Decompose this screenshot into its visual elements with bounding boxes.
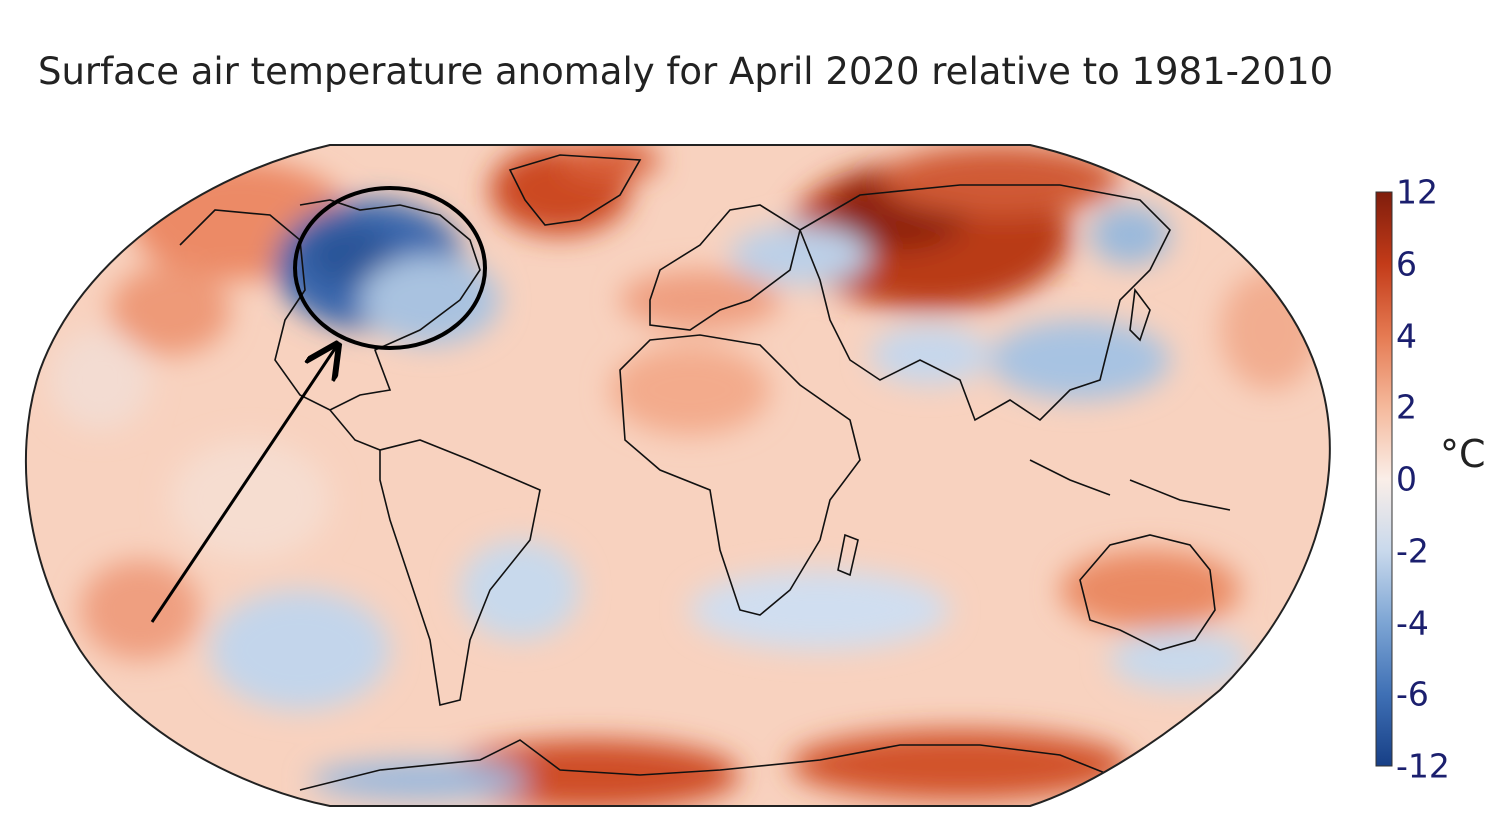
- globe-outline: [24, 144, 1331, 807]
- colorbar-tick-label: -6: [1396, 674, 1429, 714]
- coastlines: [179, 154, 1231, 791]
- colorbar-tick-label: 4: [1396, 316, 1417, 356]
- colorbar-tick-label: 12: [1396, 172, 1438, 212]
- colorbar-tick-label: -2: [1396, 531, 1429, 571]
- highlight-ellipse: [293, 186, 487, 350]
- annotation-arrow: [150, 347, 336, 623]
- colorbar-tick-label: 2: [1396, 387, 1417, 427]
- colorbar-tick-label: -12: [1396, 746, 1450, 786]
- colorbar-unit: °C: [1440, 432, 1486, 476]
- colorbar-tick-label: 6: [1396, 244, 1417, 284]
- page-title: Surface air temperature anomaly for Apri…: [38, 50, 1334, 93]
- colorbar-tick-label: -4: [1396, 603, 1429, 643]
- globe: [25, 145, 1330, 806]
- colorbar: [1375, 191, 1393, 767]
- colorbar-tick-label: 0: [1396, 459, 1417, 499]
